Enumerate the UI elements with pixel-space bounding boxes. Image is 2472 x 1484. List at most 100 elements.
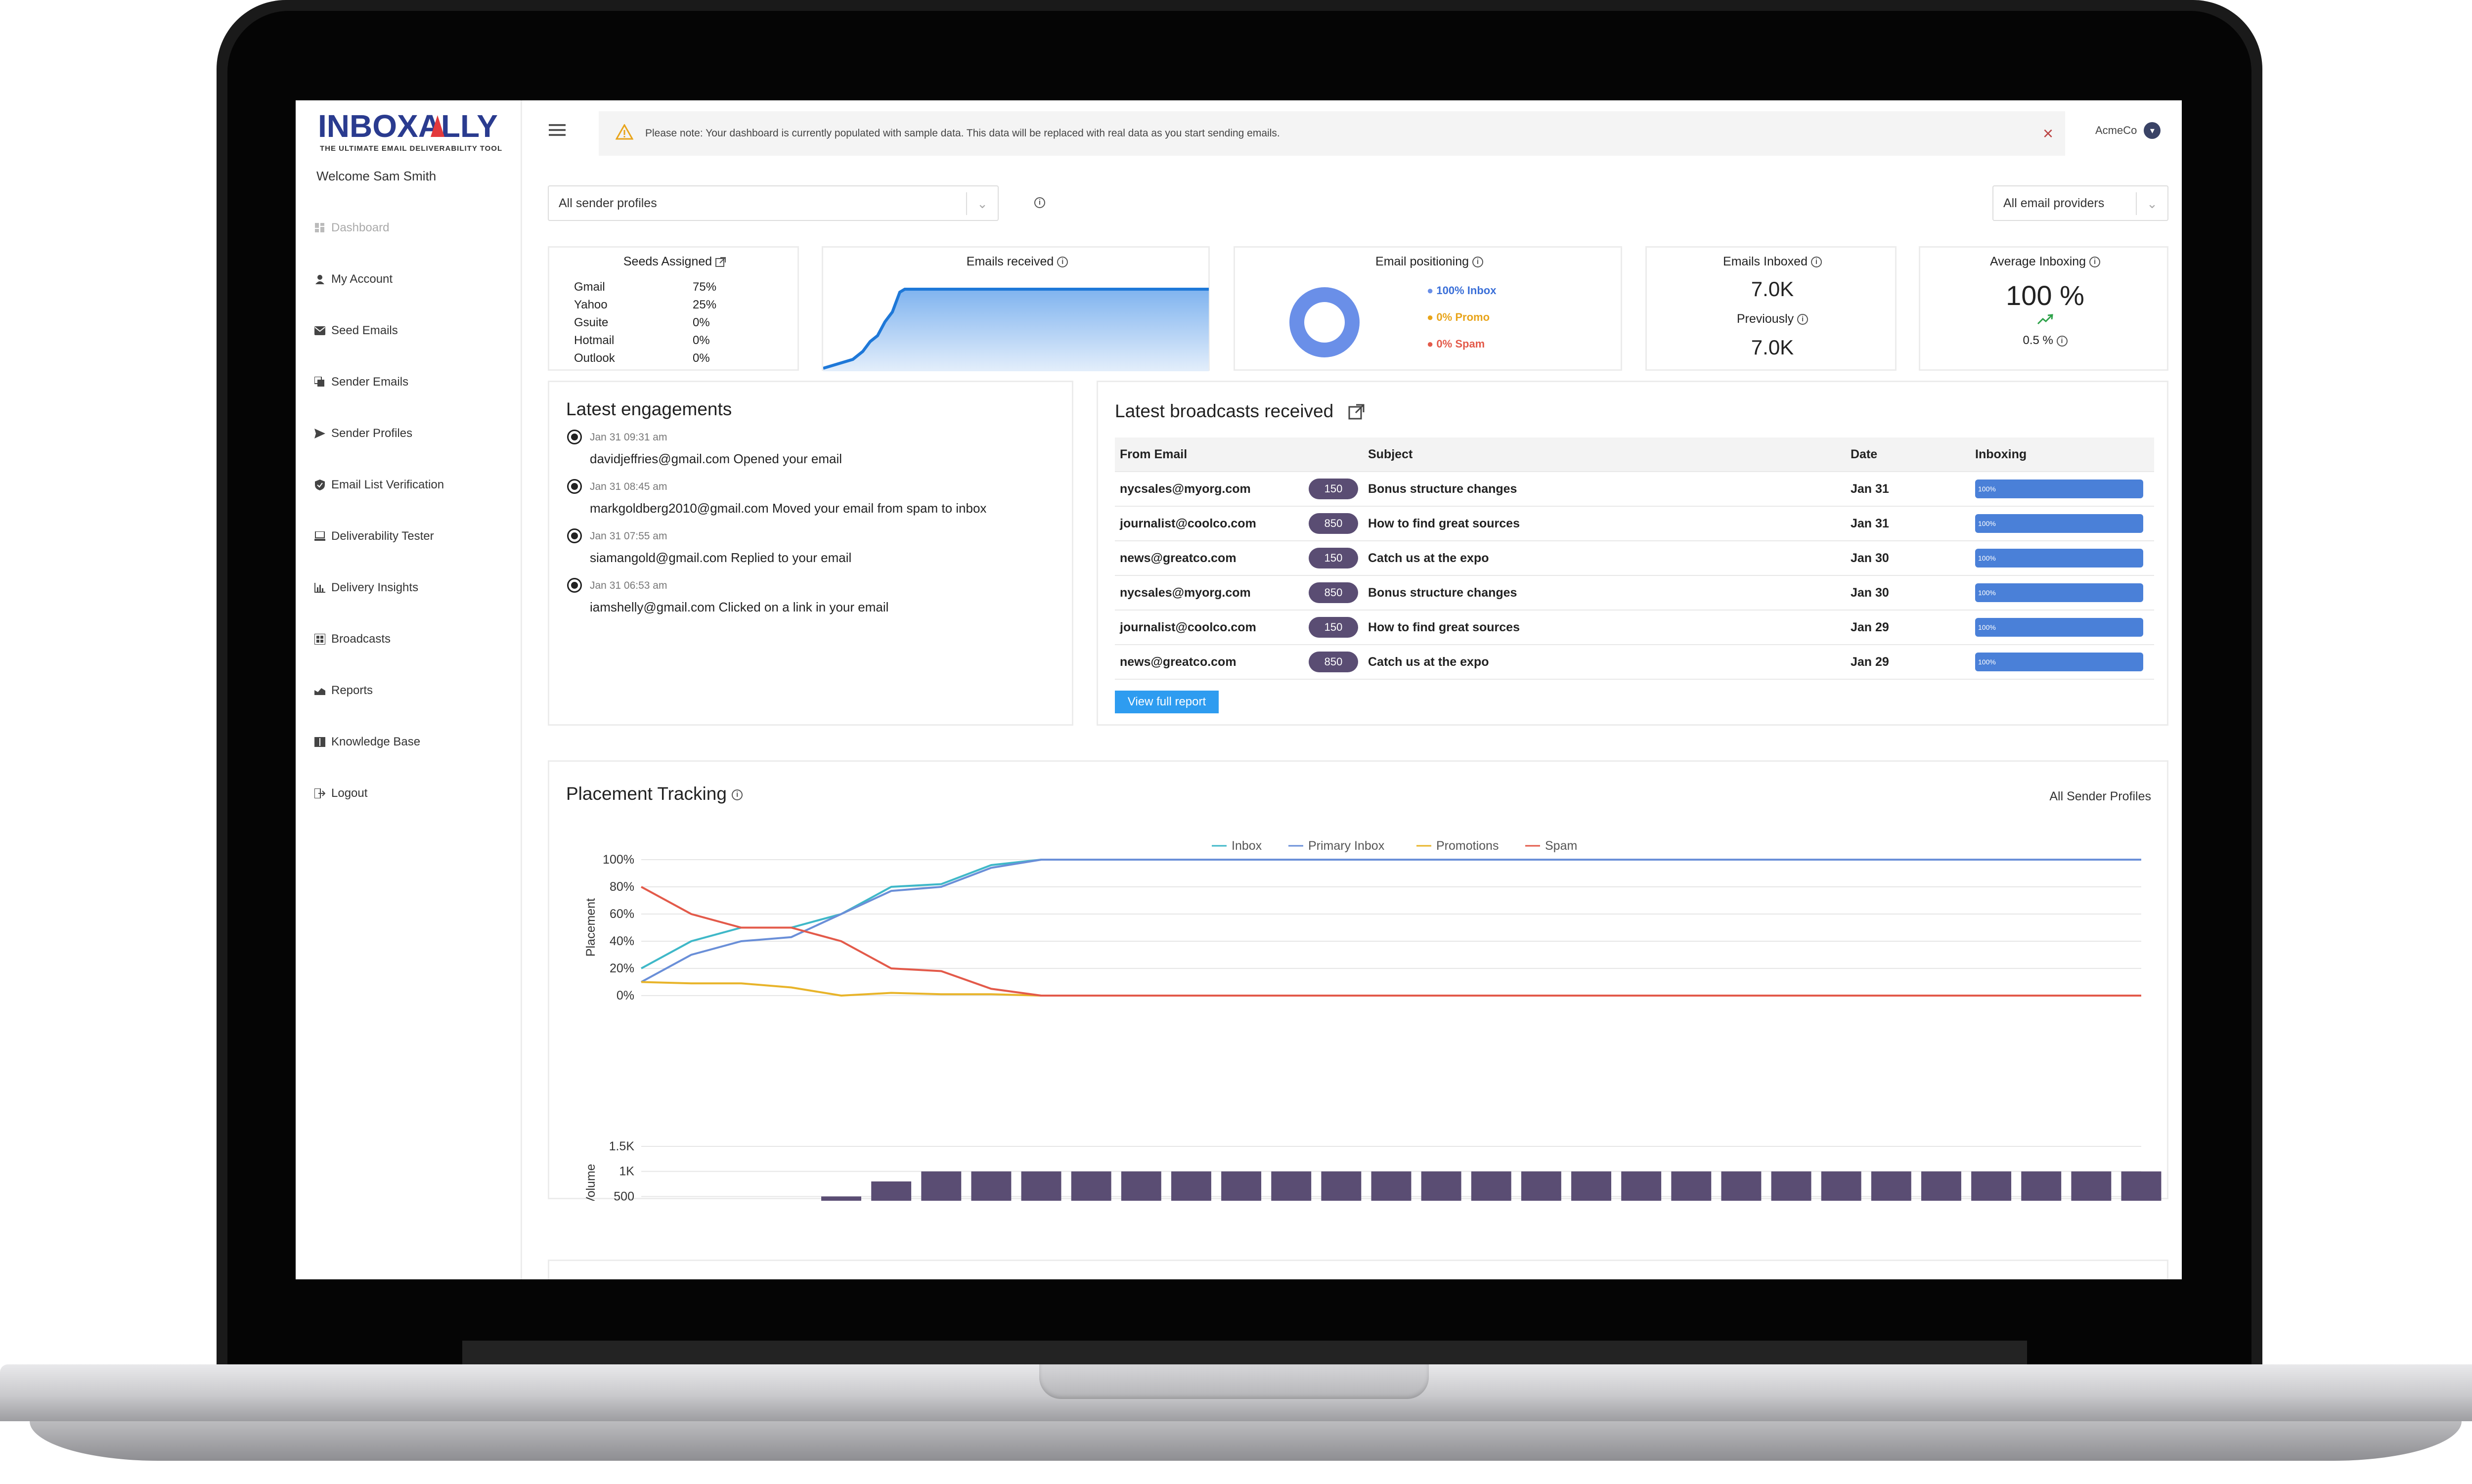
emails-inboxed-card: Emails Inboxed i 7.0K Previously i 7.0K <box>1645 246 1897 371</box>
select-value: All sender profiles <box>559 196 657 210</box>
engagement-time: Jan 31 07:55 am <box>590 530 667 542</box>
y-tick-label: 20% <box>610 961 634 975</box>
sidebar-item-delivery-insights[interactable]: Delivery Insights <box>314 577 418 599</box>
sidebar: INBOXALLY THE ULTIMATE EMAIL DELIVERABIL… <box>296 100 522 1279</box>
y-tick-label: 1K <box>619 1165 634 1178</box>
volume-bar <box>1421 1171 1461 1201</box>
column-header: Inboxing <box>1975 447 2027 461</box>
sidebar-item-label: Deliverability Tester <box>331 529 434 543</box>
info-icon[interactable]: i <box>2089 257 2101 268</box>
info-icon[interactable]: i <box>1797 314 1809 325</box>
count-badge: 850 <box>1309 582 1358 603</box>
sidebar-item-label: My Account <box>331 272 393 286</box>
inboxing-bar: 100% <box>1975 618 2143 637</box>
sidebar-item-label: Dashboard <box>331 221 390 234</box>
sidebar-item-my-account[interactable]: My Account <box>314 268 393 290</box>
info-icon[interactable]: i <box>1057 257 1068 268</box>
average-inboxing-change: 0.5 % i <box>1920 334 2170 348</box>
info-icon[interactable]: i <box>2056 335 2068 347</box>
inbox-legend: ● 100% Inbox <box>1427 284 1497 297</box>
volume-bar <box>1521 1171 1561 1201</box>
external-link-icon[interactable] <box>1348 401 1365 421</box>
sidebar-item-label: Sender Profiles <box>331 427 413 440</box>
table-row[interactable]: news@greatco.com 850 Catch us at the exp… <box>1115 645 2154 680</box>
engagement-text: markgoldberg2010@gmail.com Moved your em… <box>590 501 987 516</box>
date: Jan 30 <box>1851 585 1889 600</box>
sidebar-item-knowledge-base[interactable]: Knowledge Base <box>314 731 420 753</box>
volume-bar <box>1221 1171 1262 1201</box>
external-link-icon[interactable] <box>715 255 726 268</box>
table-row[interactable]: nycsales@myorg.com 150 Bonus structure c… <box>1115 472 2154 507</box>
sidebar-item-label: Reports <box>331 684 373 697</box>
logo[interactable]: INBOXALLY THE ULTIMATE EMAIL DELIVERABIL… <box>318 108 506 163</box>
from-email: nycsales@myorg.com <box>1120 481 1251 496</box>
sidebar-item-dashboard[interactable]: Dashboard <box>314 217 389 239</box>
promo-legend: ● 0% Promo <box>1427 311 1490 323</box>
subject: Catch us at the expo <box>1368 655 1489 669</box>
seed-provider: Outlook <box>574 351 615 365</box>
volume-bar <box>1821 1171 1861 1201</box>
latest-engagements-title: Latest engagements <box>566 399 732 419</box>
sender-profiles-select[interactable]: All sender profiles ⌄ <box>548 185 999 221</box>
volume-bar <box>821 1196 861 1201</box>
legend-label: Primary Inbox <box>1308 839 1385 853</box>
menu-icon[interactable] <box>549 124 566 138</box>
legend-label: Inbox <box>1232 839 1262 853</box>
column-header: From Email <box>1120 447 1188 461</box>
y-tick-label: 80% <box>610 880 634 894</box>
volume-bar <box>1321 1171 1362 1201</box>
email-positioning-card: Email positioning i ● 100% Inbox ● 0% Pr… <box>1234 246 1622 371</box>
sidebar-item-sender-profiles[interactable]: Sender Profiles <box>314 423 412 444</box>
view-full-report-button[interactable]: View full report <box>1115 691 1219 713</box>
chevron-down-icon: ▾ <box>2144 122 2161 139</box>
sidebar-item-email-list-verification[interactable]: Email List Verification <box>314 474 444 496</box>
count-badge: 850 <box>1309 652 1358 672</box>
table-row[interactable]: nycsales@myorg.com 850 Bonus structure c… <box>1115 576 2154 611</box>
inboxing-bar: 100% <box>1975 653 2143 671</box>
y-axis-label: Volume <box>584 1164 598 1201</box>
table-row[interactable]: journalist@coolco.com 850 How to find gr… <box>1115 507 2154 541</box>
sidebar-item-broadcasts[interactable]: Broadcasts <box>314 628 391 650</box>
sender-profile-filter[interactable]: All Sender Profiles <box>2049 789 2151 803</box>
info-icon[interactable]: i <box>1472 257 1483 268</box>
close-icon[interactable]: × <box>2042 123 2053 143</box>
legend-label: Promotions <box>1436 839 1499 853</box>
account-menu[interactable]: AcmeCo ▾ <box>2095 122 2161 139</box>
sidebar-item-sender-emails[interactable]: Sender Emails <box>314 371 408 393</box>
bar-chart-icon <box>314 582 325 593</box>
latest-broadcasts-card: Latest broadcasts received From Email Su… <box>1097 381 2168 726</box>
change-text: 0.5 % <box>2023 334 2053 347</box>
from-email: journalist@coolco.com <box>1120 516 1256 530</box>
logout-icon <box>314 788 325 799</box>
book-icon <box>314 737 325 747</box>
card-title-text: Emails received <box>966 255 1054 268</box>
email-providers-select[interactable]: All email providers ⌄ <box>1992 185 2168 221</box>
seed-provider: Hotmail <box>574 334 615 347</box>
volume-bar <box>1921 1171 1961 1201</box>
volume-bar <box>971 1171 1012 1201</box>
info-icon[interactable]: i <box>732 789 743 801</box>
series-line-primary-inbox <box>641 859 2141 983</box>
laptop-icon <box>314 531 325 542</box>
from-email: news@greatco.com <box>1120 551 1236 565</box>
sidebar-item-logout[interactable]: Logout <box>314 783 367 804</box>
sidebar-item-reports[interactable]: Reports <box>314 680 373 701</box>
dashboard-icon <box>314 222 325 233</box>
y-tick-label: 1.5K <box>609 1139 635 1153</box>
placement-tracking-title: Placement Tracking i <box>566 784 743 804</box>
count-badge: 850 <box>1309 513 1358 534</box>
placement-tracking-chart: Inbox Primary Inbox Promotions Spam 100% 80% 6… <box>584 839 2162 1201</box>
info-icon[interactable]: i <box>1810 257 1822 268</box>
volume-bar <box>1971 1171 2012 1201</box>
info-icon[interactable]: i <box>1034 197 1045 208</box>
sidebar-item-seed-emails[interactable]: Seed Emails <box>314 320 398 342</box>
sidebar-item-deliverability-tester[interactable]: Deliverability Tester <box>314 525 434 547</box>
sidebar-item-label: Knowledge Base <box>331 735 421 748</box>
engagement-time: Jan 31 09:31 am <box>590 432 667 443</box>
seed-pct: 25% <box>693 298 717 311</box>
table-row[interactable]: journalist@coolco.com 150 How to find gr… <box>1115 611 2154 645</box>
reports-icon <box>314 685 325 696</box>
table-row[interactable]: news@greatco.com 150 Catch us at the exp… <box>1115 541 2154 576</box>
volume-bar <box>1871 1171 1911 1201</box>
previously-label: Previously i <box>1647 312 1898 326</box>
